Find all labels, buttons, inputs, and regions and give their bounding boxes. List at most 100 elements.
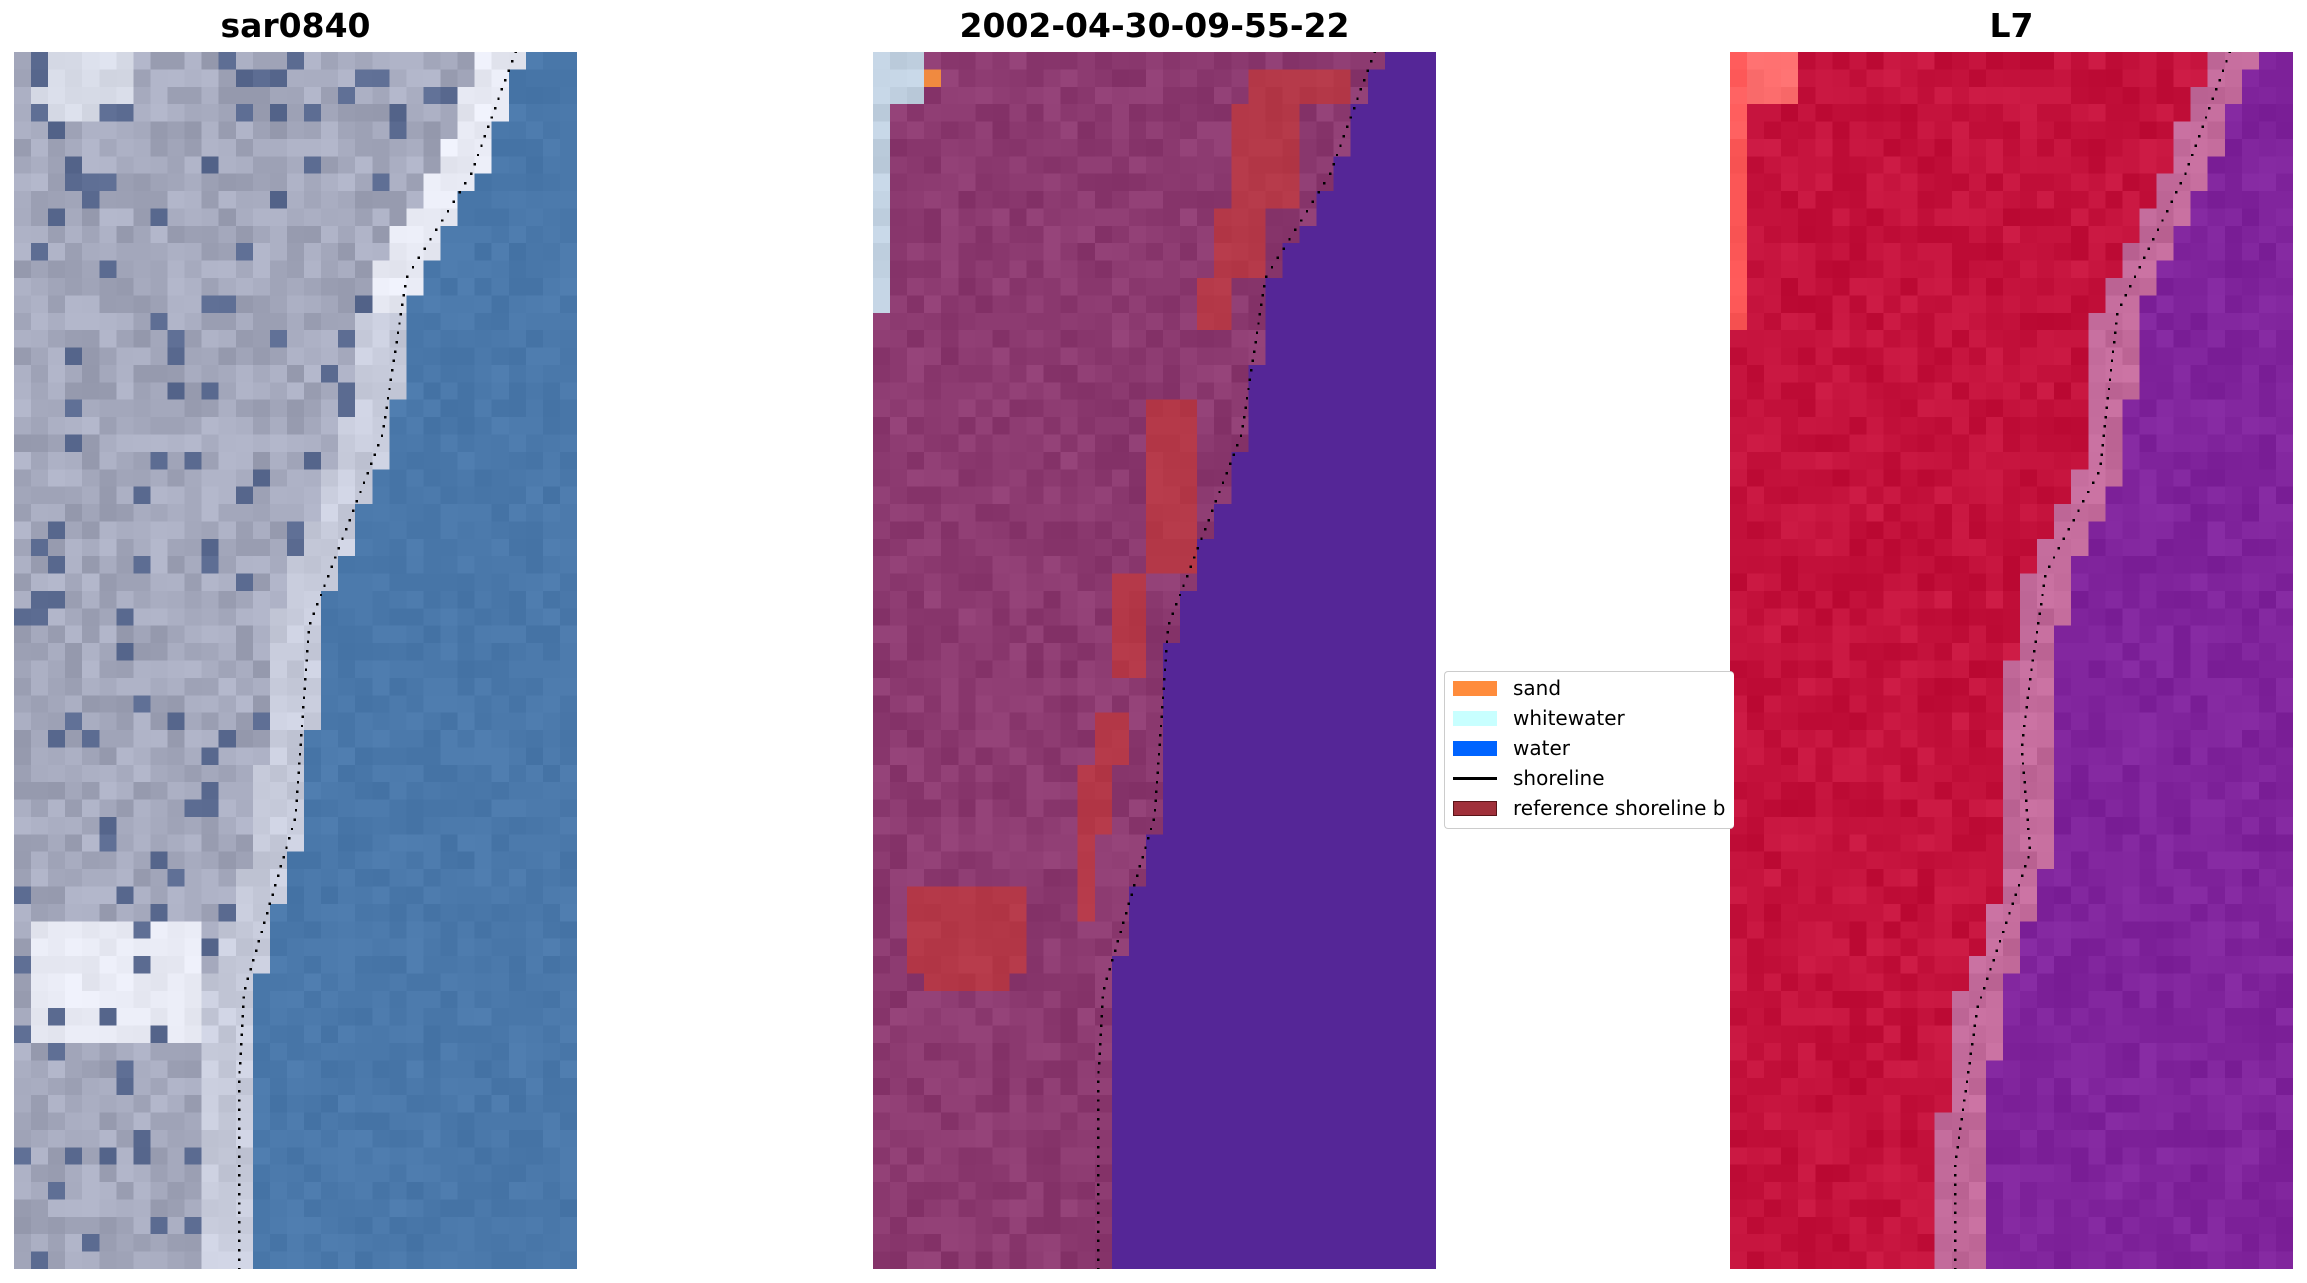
- image-pixel: [1401, 86, 1420, 105]
- image-pixel: [1111, 191, 1130, 209]
- image-pixel: [406, 521, 424, 540]
- image-pixel: [491, 138, 510, 157]
- image-pixel: [907, 521, 925, 540]
- image-pixel: [286, 1077, 305, 1096]
- image-pixel: [14, 1147, 32, 1166]
- image-pixel: [924, 521, 942, 540]
- image-pixel: [423, 295, 441, 314]
- image-pixel: [389, 730, 407, 748]
- image-pixel: [907, 938, 925, 957]
- image-pixel: [975, 382, 993, 401]
- shoreline-point: [1097, 1239, 1100, 1243]
- image-pixel: [65, 295, 83, 314]
- image-pixel: [474, 69, 493, 88]
- image-pixel: [184, 1164, 203, 1183]
- image-pixel: [48, 608, 66, 627]
- image-pixel: [304, 504, 322, 522]
- image-pixel: [1009, 556, 1027, 574]
- image-pixel: [1299, 451, 1317, 470]
- image-pixel: [235, 538, 254, 557]
- image-pixel: [440, 504, 458, 522]
- image-pixel: [1145, 208, 1164, 227]
- image-pixel: [31, 1077, 49, 1096]
- shoreline-point: [294, 809, 298, 812]
- image-pixel: [406, 643, 424, 661]
- image-pixel: [1197, 1251, 1215, 1269]
- image-pixel: [1128, 295, 1147, 314]
- image-pixel: [1043, 330, 1062, 348]
- image-pixel: [286, 243, 305, 261]
- image-pixel: [99, 1147, 117, 1166]
- image-pixel: [235, 608, 254, 627]
- image-pixel: [14, 156, 32, 175]
- image-pixel: [184, 886, 203, 905]
- image-pixel: [525, 660, 544, 679]
- image-pixel: [1866, 52, 1884, 70]
- image-pixel: [975, 451, 993, 470]
- image-pixel: [1128, 886, 1147, 905]
- image-pixel: [167, 834, 185, 853]
- image-pixel: [1248, 973, 1266, 992]
- shoreline-point: [1157, 762, 1160, 765]
- image-pixel: [457, 590, 475, 609]
- shoreline-point: [1241, 425, 1244, 428]
- image-pixel: [890, 1008, 908, 1026]
- image-pixel: [286, 86, 305, 105]
- image-pixel: [99, 886, 117, 905]
- image-pixel: [1145, 330, 1164, 348]
- image-pixel: [133, 347, 151, 366]
- shoreline-point: [403, 284, 407, 288]
- image-pixel: [423, 1216, 441, 1235]
- image-pixel: [14, 521, 32, 540]
- image-pixel: [440, 538, 458, 557]
- image-pixel: [218, 486, 237, 505]
- image-pixel: [1401, 886, 1420, 905]
- image-pixel: [474, 208, 493, 227]
- image-pixel: [304, 312, 322, 331]
- image-pixel: [1214, 747, 1232, 766]
- image-pixel: [992, 104, 1010, 122]
- image-pixel: [1077, 782, 1096, 800]
- shoreline-point: [1166, 631, 1169, 634]
- image-pixel: [65, 1042, 83, 1061]
- image-pixel: [1009, 1129, 1027, 1148]
- image-pixel: [389, 903, 407, 922]
- image-pixel: [286, 956, 305, 974]
- image-pixel: [491, 643, 510, 661]
- image-pixel: [525, 677, 544, 696]
- image-pixel: [1333, 1025, 1352, 1044]
- image-pixel: [1060, 417, 1079, 435]
- image-pixel: [924, 608, 942, 627]
- image-pixel: [1248, 364, 1266, 383]
- image-pixel: [286, 1182, 305, 1200]
- image-pixel: [992, 504, 1010, 522]
- image-pixel: [372, 1164, 390, 1183]
- image-pixel: [1197, 1182, 1215, 1200]
- image-pixel: [1299, 712, 1317, 731]
- image-pixel: [338, 747, 356, 766]
- image-pixel: [31, 556, 49, 574]
- shoreline-point: [380, 434, 384, 438]
- image-pixel: [99, 1008, 117, 1026]
- image-pixel: [1094, 1008, 1113, 1026]
- image-pixel: [907, 278, 925, 296]
- image-pixel: [1111, 730, 1130, 748]
- image-pixel: [890, 399, 908, 418]
- image-pixel: [1077, 764, 1096, 783]
- image-pixel: [924, 834, 942, 853]
- image-pixel: [491, 312, 510, 331]
- image-pixel: [167, 364, 185, 383]
- image-pixel: [508, 417, 527, 435]
- image-pixel: [48, 1008, 66, 1026]
- image-pixel: [269, 1216, 288, 1235]
- image-pixel: [559, 138, 577, 157]
- image-pixel: [1163, 1251, 1181, 1269]
- image-pixel: [525, 730, 544, 748]
- image-pixel: [355, 399, 373, 418]
- image-pixel: [184, 1077, 203, 1096]
- shoreline-point: [1245, 397, 1249, 400]
- image-pixel: [1180, 330, 1198, 348]
- image-pixel: [525, 191, 544, 209]
- image-pixel: [1418, 643, 1436, 661]
- image-pixel: [133, 608, 151, 627]
